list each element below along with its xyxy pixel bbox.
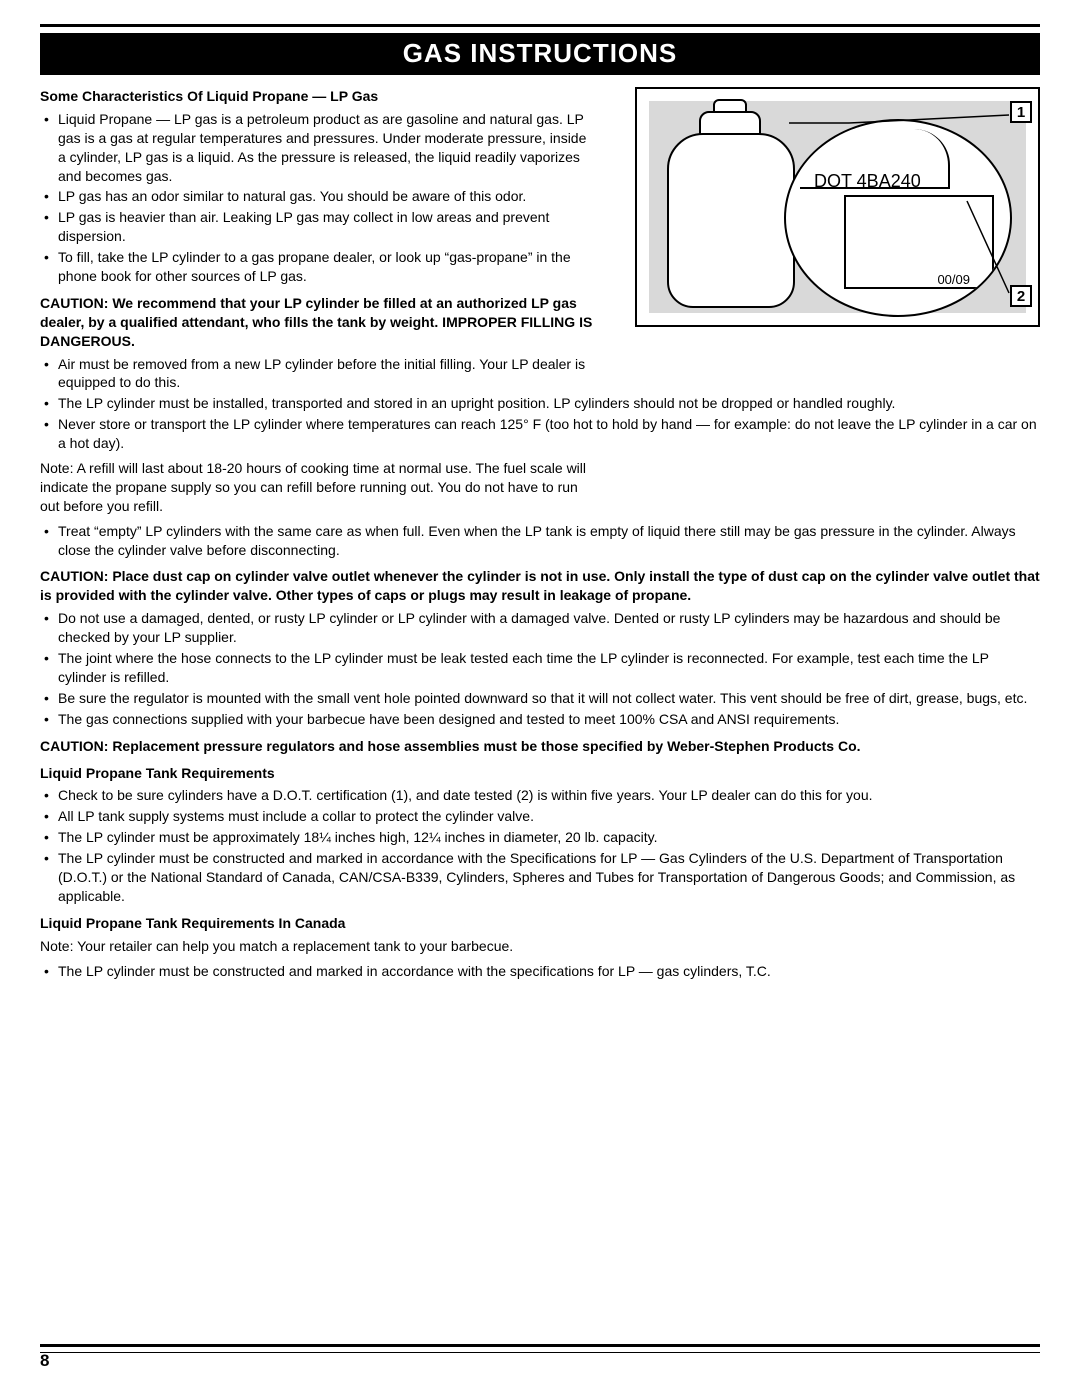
s3-b1: Do not use a damaged, dented, or rusty L…	[40, 609, 1040, 647]
s4-head: CAUTION: Replacement pressure regulators…	[40, 737, 1040, 756]
s1-b2: LP gas has an odor similar to natural ga…	[40, 187, 595, 206]
top-rule-thick	[40, 24, 1040, 27]
propane-tank	[667, 133, 795, 308]
zoom-circle: DOT 4BA240 00/09	[784, 119, 1012, 317]
s5-list: The LP cylinder must be constructed and …	[40, 962, 1040, 981]
s1-b4: To fill, take the LP cylinder to a gas p…	[40, 248, 595, 286]
s2-note: Note: A refill will last about 18-20 hou…	[40, 459, 595, 516]
s4-b3: The LP cylinder must be approximately 18…	[40, 828, 1040, 847]
content-area: DOT 4BA240 00/09 1 2 Some Characteristic…	[40, 87, 1040, 980]
s4-list: Check to be sure cylinders have a D.O.T.…	[40, 786, 1040, 905]
tank-diagram: DOT 4BA240 00/09 1 2	[635, 87, 1040, 327]
s5-note: Note: Your retailer can help you match a…	[40, 937, 1040, 956]
footer-rule-thin	[40, 1352, 1040, 1353]
page-number: 8	[40, 1351, 49, 1371]
s1-list: Liquid Propane — LP gas is a petroleum p…	[40, 110, 595, 286]
s2-b1: Air must be removed from a new LP cylind…	[40, 355, 595, 393]
s4-b2: All LP tank supply systems must include …	[40, 807, 1040, 826]
footer-rule-thick	[40, 1344, 1040, 1347]
s4-b4: The LP cylinder must be constructed and …	[40, 849, 1040, 906]
tank-label-card: 00/09	[844, 195, 994, 289]
s1-b3: LP gas is heavier than air. Leaking LP g…	[40, 208, 595, 246]
dot-label: DOT 4BA240	[814, 169, 921, 193]
s2-list2: Treat “empty” LP cylinders with the same…	[40, 522, 1040, 560]
s2-list: Air must be removed from a new LP cylind…	[40, 355, 1040, 453]
s3-b4: The gas connections supplied with your b…	[40, 710, 1040, 729]
s2-b4: Treat “empty” LP cylinders with the same…	[40, 522, 1040, 560]
date-label: 00/09	[937, 271, 970, 289]
s3-head: CAUTION: Place dust cap on cylinder valv…	[40, 567, 1040, 605]
s2-head: CAUTION: We recommend that your LP cylin…	[40, 294, 595, 351]
s3-list: Do not use a damaged, dented, or rusty L…	[40, 609, 1040, 728]
s4-b1: Check to be sure cylinders have a D.O.T.…	[40, 786, 1040, 805]
diagram-bg: DOT 4BA240 00/09	[649, 101, 1026, 313]
s2-b3: Never store or transport the LP cylinder…	[40, 415, 1040, 453]
s2-b2: The LP cylinder must be installed, trans…	[40, 394, 1040, 413]
s5-b1: The LP cylinder must be constructed and …	[40, 962, 1040, 981]
s5-head: Liquid Propane Tank Requirements In Cana…	[40, 914, 1040, 933]
page-title: GAS INSTRUCTIONS	[40, 34, 1040, 75]
s3-b2: The joint where the hose connects to the…	[40, 649, 1040, 687]
callout-1: 1	[1010, 101, 1032, 123]
s1-head: Some Characteristics Of Liquid Propane —…	[40, 87, 595, 106]
s3-b3: Be sure the regulator is mounted with th…	[40, 689, 1040, 708]
s4-head2: Liquid Propane Tank Requirements	[40, 764, 1040, 783]
s1-b1: Liquid Propane — LP gas is a petroleum p…	[40, 110, 595, 186]
callout-2: 2	[1010, 285, 1032, 307]
